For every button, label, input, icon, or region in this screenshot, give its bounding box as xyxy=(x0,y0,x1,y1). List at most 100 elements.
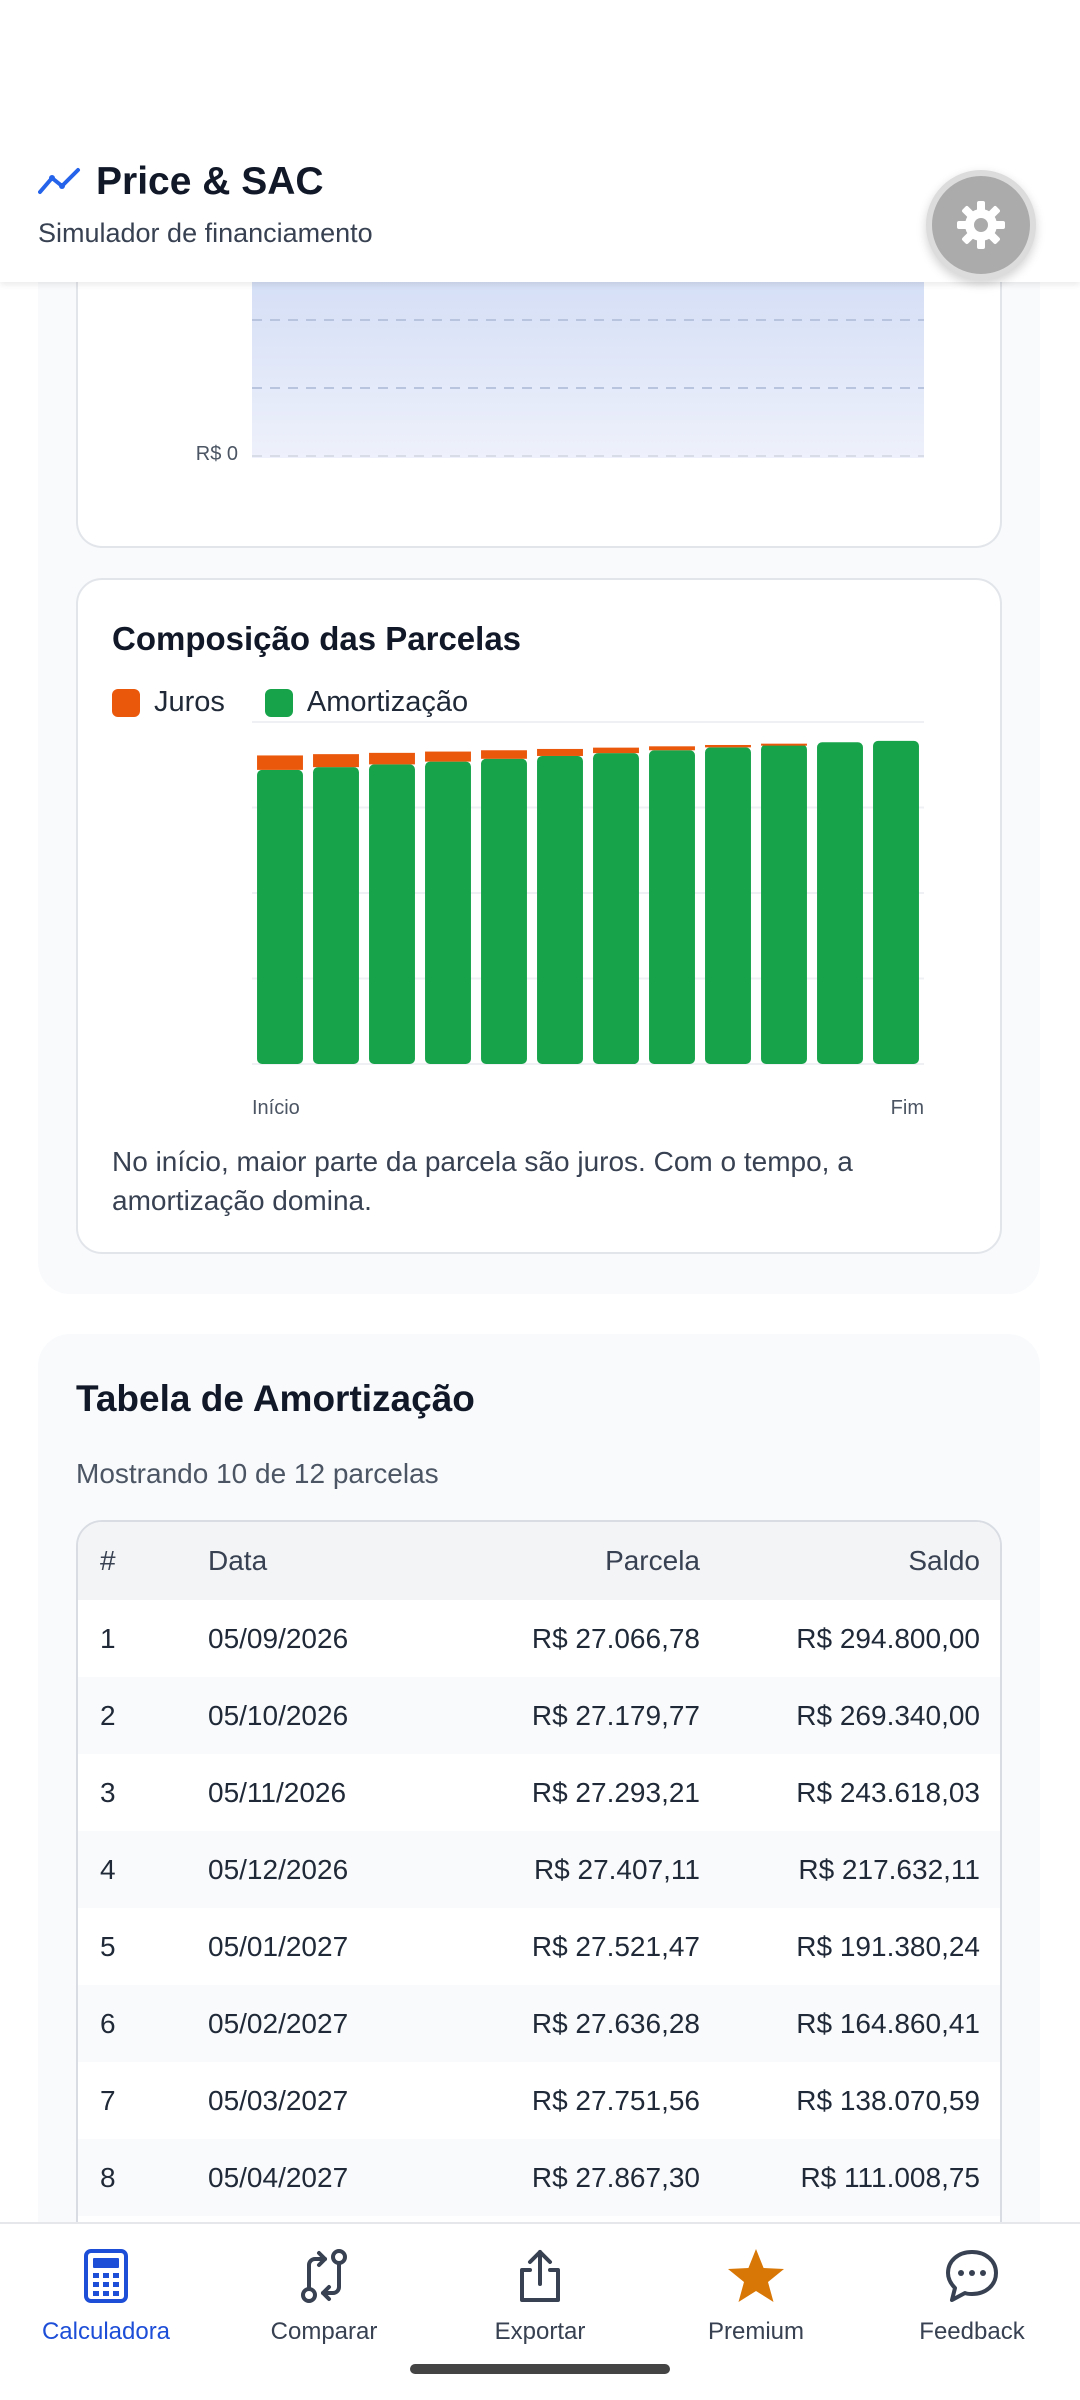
cell-balance: R$ 243.618,03 xyxy=(796,1776,980,1808)
home-indicator xyxy=(410,2364,670,2374)
bar-amortizacao xyxy=(873,740,919,1064)
nav-item-calculadora[interactable]: Calculadora xyxy=(6,2244,206,2364)
bar-amortizacao xyxy=(705,747,751,1064)
cell-number: 3 xyxy=(100,1776,116,1808)
cell-installment: R$ 27.179,77 xyxy=(531,1699,700,1731)
nav-item-comparar[interactable]: Comparar xyxy=(224,2244,424,2364)
bar-juros xyxy=(481,750,527,759)
cell-balance: R$ 294.800,00 xyxy=(796,1622,980,1654)
nav-item-feedback[interactable]: Feedback xyxy=(872,2244,1072,2364)
cell-date: 05/03/2027 xyxy=(208,2084,349,2116)
table-row: 4 05/12/2026 R$ 27.407,11 R$ 217.632,11 xyxy=(78,1831,1000,1908)
bar-juros xyxy=(425,751,471,762)
table-row: 5 05/01/2027 R$ 27.521,47 R$ 191.380,24 xyxy=(78,1908,1000,1985)
app-subtitle: Simulador de financiamento xyxy=(38,218,373,248)
cell-balance: R$ 138.070,59 xyxy=(796,2084,980,2116)
card-title: Composição das Parcelas xyxy=(112,620,522,657)
cell-date: 05/11/2026 xyxy=(208,1776,347,1808)
bottom-navigation: Calculadora Comparar xyxy=(0,2222,1080,2400)
bar-amortizacao xyxy=(369,764,415,1064)
chart-note: No início, maior parte da parcela são ju… xyxy=(112,1146,853,1216)
cell-date: 05/12/2026 xyxy=(208,1853,349,1885)
compare-icon xyxy=(292,2244,356,2308)
bar-amortizacao xyxy=(425,761,471,1064)
x-axis-start-label: Início xyxy=(252,1097,300,1119)
bar-amortizacao xyxy=(313,767,359,1064)
legend-item-juros: Juros xyxy=(112,686,225,719)
section-title: Tabela de Amortização xyxy=(76,1378,475,1419)
cell-date: 05/10/2026 xyxy=(208,1699,349,1731)
cell-installment: R$ 27.293,21 xyxy=(531,1776,700,1808)
column-header-balance: Saldo xyxy=(908,1545,980,1576)
nav-label: Premium xyxy=(707,2318,804,2345)
gear-icon xyxy=(957,201,1005,249)
bar-juros xyxy=(593,747,639,754)
bar-juros xyxy=(649,746,695,751)
bar-amortizacao xyxy=(537,755,583,1064)
table-row: 7 05/03/2027 R$ 27.751,56 R$ 138.070,59 xyxy=(78,2062,1000,2139)
share-icon xyxy=(508,2244,572,2308)
bar-juros xyxy=(369,752,415,765)
bar-juros xyxy=(761,743,807,746)
table-count-text: Mostrando 10 de 12 parcelas xyxy=(76,1458,439,1489)
cell-number: 6 xyxy=(100,2007,116,2039)
table-header-row: # Data Parcela Saldo xyxy=(78,1522,1000,1600)
app-header: Price & SAC Simulador de financiamento xyxy=(0,0,1080,282)
legend-label: Amortização xyxy=(306,686,469,718)
bar-amortizacao xyxy=(593,753,639,1064)
nav-label: Comparar xyxy=(270,2318,378,2345)
nav-label: Exportar xyxy=(494,2318,586,2345)
bar-juros xyxy=(537,748,583,756)
legend-item-amortizacao: Amortização xyxy=(264,686,469,719)
chart-legend: Juros Amortização xyxy=(112,686,508,719)
column-header-date: Data xyxy=(208,1545,268,1576)
cell-balance: R$ 164.860,41 xyxy=(796,2007,980,2039)
cell-date: 05/01/2027 xyxy=(208,1930,349,1962)
bar-juros xyxy=(705,744,751,748)
settings-button[interactable] xyxy=(926,170,1036,280)
legend-swatch-juros xyxy=(112,688,140,717)
column-header-number: # xyxy=(100,1545,116,1576)
cell-balance: R$ 191.380,24 xyxy=(796,1930,980,1962)
composition-chart-card: Composição das Parcelas Juros Amortizaçã… xyxy=(76,578,1002,1254)
app-title: Price & SAC xyxy=(96,160,324,203)
cell-number: 5 xyxy=(100,1930,116,1962)
cell-balance: R$ 111.008,75 xyxy=(800,2161,980,2193)
cell-number: 7 xyxy=(100,2084,116,2116)
trend-line-icon xyxy=(38,168,80,194)
nav-item-exportar[interactable]: Exportar xyxy=(440,2244,640,2364)
cell-installment: R$ 27.521,47 xyxy=(531,1930,700,1962)
nav-label: Calculadora xyxy=(41,2318,171,2345)
cell-number: 1 xyxy=(100,1622,116,1654)
table-row: 1 05/09/2026 R$ 27.066,78 R$ 294.800,00 xyxy=(78,1600,1000,1677)
legend-label: Juros xyxy=(154,686,225,718)
bar-amortizacao xyxy=(481,758,527,1064)
bar-amortizacao xyxy=(761,744,807,1064)
cell-installment: R$ 27.407,11 xyxy=(533,1853,700,1885)
cell-date: 05/02/2027 xyxy=(208,2007,349,2039)
cell-balance: R$ 269.340,00 xyxy=(796,1699,980,1731)
cell-installment: R$ 27.867,30 xyxy=(531,2161,700,2193)
cell-balance: R$ 217.632,11 xyxy=(798,1853,980,1885)
composition-bar-chart: Início Fim xyxy=(252,721,924,1119)
bar-juros xyxy=(313,754,359,768)
cell-installment: R$ 27.636,28 xyxy=(531,2007,700,2039)
calculator-icon xyxy=(74,2244,138,2308)
cell-installment: R$ 27.751,56 xyxy=(531,2084,700,2116)
table-row: 2 05/10/2026 R$ 27.179,77 R$ 269.340,00 xyxy=(78,1677,1000,1754)
bar-amortizacao xyxy=(649,750,695,1064)
table-row: 6 05/02/2027 R$ 27.636,28 R$ 164.860,41 xyxy=(78,1985,1000,2062)
nav-item-premium[interactable]: Premium xyxy=(656,2244,856,2364)
table-row: 8 05/04/2027 R$ 27.867,30 R$ 111.008,75 xyxy=(78,2139,1000,2216)
cell-date: 05/09/2026 xyxy=(208,1622,349,1654)
bar-amortizacao xyxy=(817,742,863,1064)
cell-number: 2 xyxy=(100,1699,116,1731)
table-row: 3 05/11/2026 R$ 27.293,21 R$ 243.618,03 xyxy=(78,1754,1000,1831)
x-axis-end-label: Fim xyxy=(891,1097,924,1119)
chat-bubble-icon xyxy=(940,2244,1004,2308)
bar-amortizacao xyxy=(257,769,303,1064)
cell-installment: R$ 27.066,78 xyxy=(531,1622,700,1654)
cell-number: 4 xyxy=(100,1853,116,1885)
legend-swatch-amortizacao xyxy=(264,688,293,717)
star-icon xyxy=(724,2244,788,2308)
